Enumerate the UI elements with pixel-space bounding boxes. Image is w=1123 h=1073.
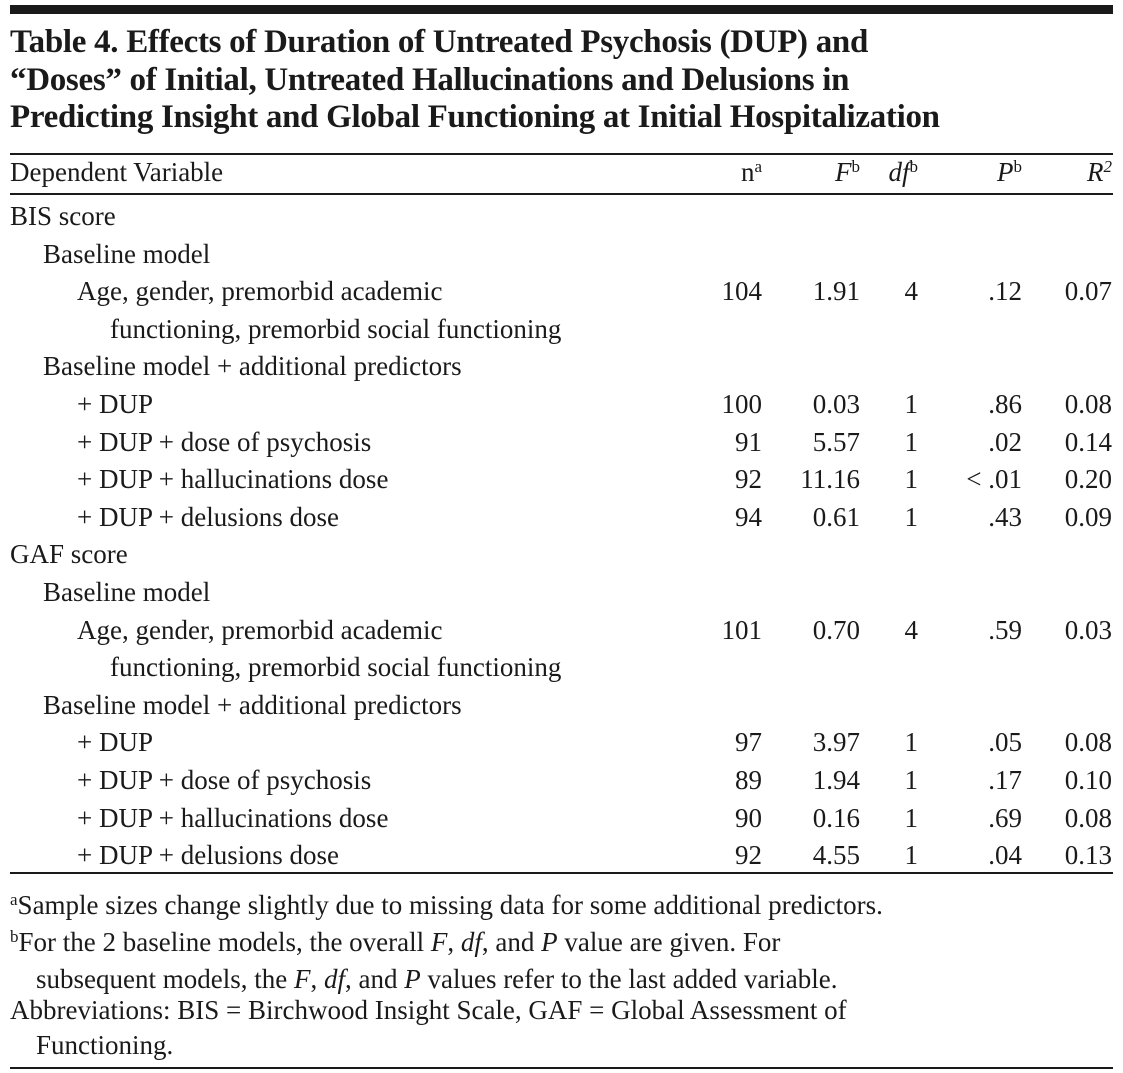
cell-p: < .01 [966,464,1022,495]
model-heading: Baseline model + additional predictors [43,351,462,382]
cell-f: 1.94 [812,765,860,795]
cell-r2: 0.20 [1064,464,1112,495]
header-top-rule [10,153,1113,155]
cell-n: 97 [735,727,762,758]
table-title: Table 4. Effects of Duration of Untreate… [10,24,1120,137]
cell-f: 11.16 [800,464,860,495]
header-bottom-rule [10,193,1113,195]
cell-r2: 0.14 [1064,426,1112,457]
cell-p: .86 [988,389,1022,419]
cell-p: .59 [988,614,1022,645]
row-label: + DUP + delusions dose [77,840,339,871]
row-label: functioning, premorbid social functionin… [110,652,562,683]
cell-df: 1 [904,426,919,457]
cell-n: 94 [735,501,762,532]
header-df: dfb [888,157,918,187]
cell-f: 0.03 [812,389,860,419]
row-label: + DUP [77,727,153,758]
abbreviations-continued: Functioning. [36,1030,174,1060]
cell-r2: 0.08 [1064,389,1112,419]
body-bottom-rule [10,872,1113,874]
footnote-b: bFor the 2 baseline models, the overall … [10,927,781,957]
cell-p: .04 [988,840,1022,871]
cell-f: 3.97 [812,727,860,758]
row-label: + DUP + dose of psychosis [77,426,372,457]
row-label: Age, gender, premorbid academic [77,276,443,307]
cell-f: 0.61 [812,501,860,532]
header-dependent-variable: Dependent Variable [10,157,224,187]
row-label: + DUP + hallucinations dose [77,802,389,833]
cell-df: 1 [904,389,919,419]
title-line: Predicting Insight and Global Functionin… [10,99,940,135]
cell-df: 1 [904,464,919,495]
cell-r2: 0.07 [1064,276,1112,307]
section-heading: BIS score [10,201,116,231]
cell-r2: 0.03 [1064,614,1112,645]
cell-n: 100 [721,389,763,419]
row-label: + DUP [77,389,153,419]
header-n: na [740,157,762,187]
cell-df: 1 [904,840,919,871]
header-r2: R2 [1087,157,1112,187]
cell-df: 1 [904,802,919,833]
cell-n: 101 [721,614,763,645]
title-line: “Doses” of Initial, Untreated Hallucinat… [10,61,850,98]
cell-n: 89 [735,765,762,795]
cell-f: 1.91 [812,276,860,307]
cell-f: 4.55 [812,840,860,871]
cell-n: 91 [735,426,762,457]
footnote-b-text: For the 2 baseline models, the overall F… [18,927,781,957]
row-label: + DUP + hallucinations dose [77,464,389,495]
cell-n: 92 [735,840,762,871]
cell-df: 4 [904,276,919,307]
cell-p: .43 [988,501,1022,532]
cell-r2: 0.08 [1064,802,1112,833]
cell-p: .12 [988,276,1022,307]
row-label: + DUP + dose of psychosis [77,765,372,795]
cell-p: .02 [988,426,1022,457]
header-f: Fb [835,157,860,187]
cell-r2: 0.10 [1064,765,1112,795]
cell-n: 92 [735,464,762,495]
cell-r2: 0.08 [1064,727,1112,758]
cell-f: 0.16 [812,802,860,833]
title-line: Table 4. Effects of Duration of Untreate… [10,24,869,60]
model-heading: Baseline model [43,238,211,269]
footnote-b-continued: subsequent models, the F, df, and P valu… [36,964,838,994]
cell-f: 0.70 [812,614,860,645]
cell-n: 90 [735,802,762,833]
model-heading: Baseline model [43,577,211,607]
cell-df: 1 [904,765,919,795]
row-label: Age, gender, premorbid academic [77,614,443,645]
cell-p: .17 [988,765,1022,795]
cell-f: 5.57 [812,426,860,457]
bottom-rule [10,1067,1113,1069]
header-p: Pb [997,157,1022,187]
cell-df: 1 [904,727,919,758]
row-label: functioning, premorbid social functionin… [110,313,562,344]
abbreviations: Abbreviations: BIS = Birchwood Insight S… [10,995,847,1025]
cell-n: 104 [721,276,763,307]
row-label: + DUP + delusions dose [77,501,339,532]
cell-p: .69 [988,802,1022,833]
footnote-a: aSample sizes change slightly due to mis… [10,890,883,920]
cell-r2: 0.13 [1064,840,1112,871]
cell-df: 1 [904,501,919,532]
section-heading: GAF score [10,539,128,570]
cell-df: 4 [904,614,919,645]
cell-p: .05 [988,727,1022,758]
model-heading: Baseline model + additional predictors [43,689,462,720]
cell-r2: 0.09 [1064,501,1112,532]
top-thick-rule [10,5,1113,14]
